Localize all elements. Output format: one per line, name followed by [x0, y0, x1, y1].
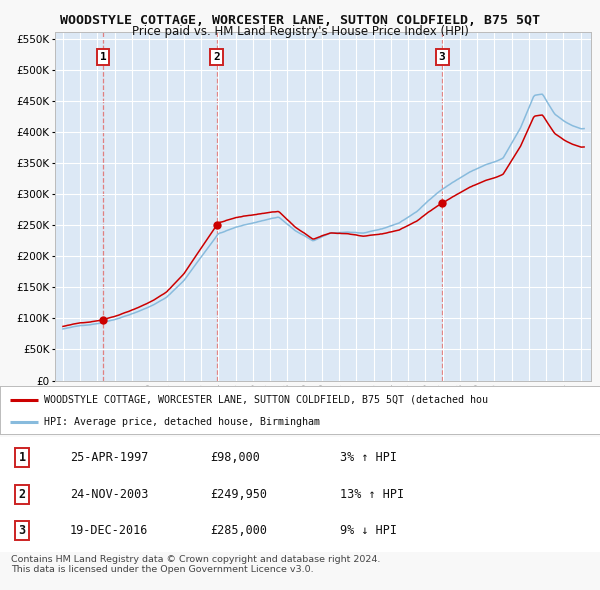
Text: 3% ↑ HPI: 3% ↑ HPI — [340, 451, 397, 464]
Text: WOODSTYLE COTTAGE, WORCESTER LANE, SUTTON COLDFIELD, B75 5QT: WOODSTYLE COTTAGE, WORCESTER LANE, SUTTO… — [60, 14, 540, 27]
Text: £285,000: £285,000 — [210, 525, 267, 537]
Text: Price paid vs. HM Land Registry's House Price Index (HPI): Price paid vs. HM Land Registry's House … — [131, 25, 469, 38]
Text: WOODSTYLE COTTAGE, WORCESTER LANE, SUTTON COLDFIELD, B75 5QT (detached hou: WOODSTYLE COTTAGE, WORCESTER LANE, SUTTO… — [44, 395, 488, 405]
Text: 1: 1 — [19, 451, 26, 464]
Text: 19-DEC-2016: 19-DEC-2016 — [70, 525, 148, 537]
Text: 2: 2 — [19, 487, 26, 501]
Text: 3: 3 — [439, 53, 445, 63]
Text: 24-NOV-2003: 24-NOV-2003 — [70, 487, 148, 501]
Text: 3: 3 — [19, 525, 26, 537]
Text: 9% ↓ HPI: 9% ↓ HPI — [340, 525, 397, 537]
Text: 2: 2 — [213, 53, 220, 63]
Text: Contains HM Land Registry data © Crown copyright and database right 2024.
This d: Contains HM Land Registry data © Crown c… — [11, 555, 380, 574]
Text: 25-APR-1997: 25-APR-1997 — [70, 451, 148, 464]
Text: HPI: Average price, detached house, Birmingham: HPI: Average price, detached house, Birm… — [44, 417, 320, 427]
Text: £249,950: £249,950 — [210, 487, 267, 501]
Text: 1: 1 — [100, 53, 106, 63]
Text: 13% ↑ HPI: 13% ↑ HPI — [340, 487, 404, 501]
Text: £98,000: £98,000 — [210, 451, 260, 464]
